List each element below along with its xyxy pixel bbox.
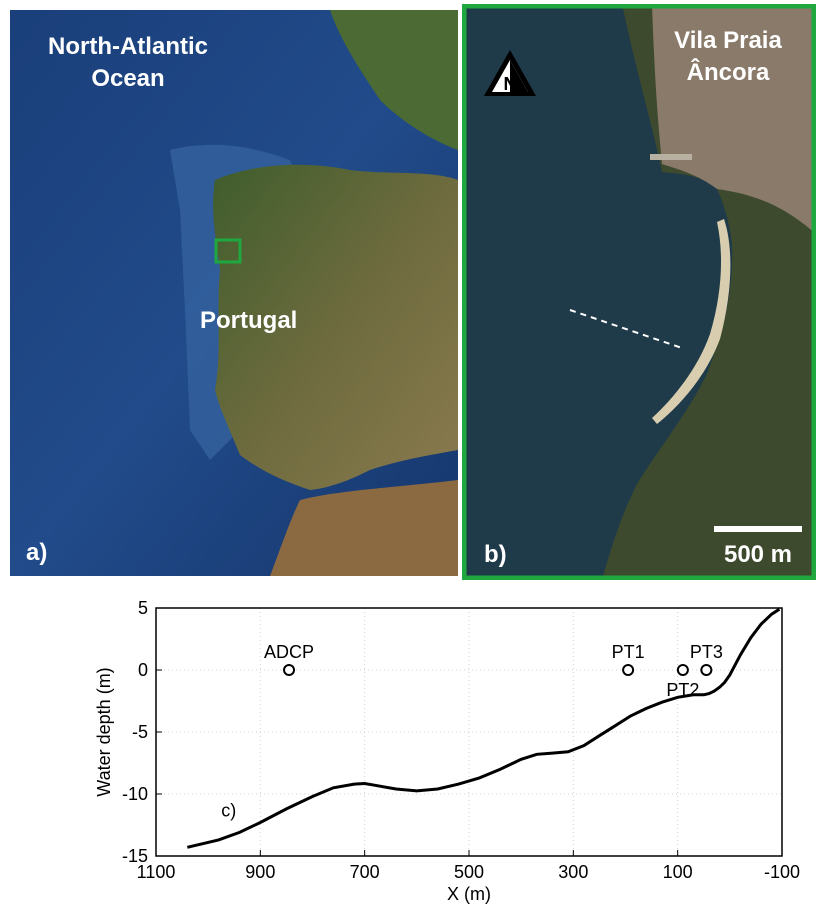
y-axis-title: Water depth (m) bbox=[94, 667, 114, 796]
north-arrow-icon bbox=[484, 50, 536, 96]
land-iberia bbox=[213, 164, 458, 490]
x-tick-label: 900 bbox=[245, 862, 275, 882]
map-panel-a: North-Atlantic Ocean Portugal a) bbox=[10, 10, 458, 576]
beach bbox=[652, 219, 731, 424]
x-tick-label: 1100 bbox=[137, 862, 176, 882]
panel-b-label: b) bbox=[484, 541, 507, 568]
depth-profile-chart: ADCP PT1 PT2 PT3 1100 900 700 500 300 100 -100 5 0 -… bbox=[94, 598, 800, 904]
x-tick-label: -100 bbox=[764, 862, 800, 882]
axis-ticks: 1100 900 700 500 300 100 -100 5 0 -5 -10 -15 bbox=[122, 598, 800, 882]
place-label-line1: Vila Praia bbox=[674, 27, 782, 54]
instrument-marker bbox=[676, 664, 689, 676]
country-label: Portugal bbox=[200, 307, 297, 334]
chart-grid bbox=[155, 607, 783, 857]
land-africa bbox=[270, 480, 458, 576]
scale-bar bbox=[714, 526, 802, 532]
harbour-breakwater bbox=[650, 154, 692, 160]
inset-location-box bbox=[214, 238, 242, 264]
instrument-label: PT2 bbox=[666, 680, 699, 700]
ocean-label-line1: North-Atlantic bbox=[48, 33, 208, 60]
north-letter: N bbox=[504, 74, 517, 94]
instrument-label: ADCP bbox=[264, 642, 314, 662]
instrument-marker bbox=[622, 664, 635, 676]
map-panel-b: N Vila Praia Âncora 500 m b) bbox=[462, 4, 816, 580]
instrument-markers: ADCP PT1 PT2 PT3 bbox=[264, 642, 723, 700]
instrument-marker bbox=[700, 664, 713, 676]
instrument-label: PT1 bbox=[612, 642, 645, 662]
instrument-label: PT3 bbox=[690, 642, 723, 662]
land-france bbox=[330, 10, 458, 150]
panel-b-frame bbox=[462, 4, 816, 580]
scale-label: 500 m bbox=[724, 541, 792, 568]
x-tick-label: 300 bbox=[558, 862, 588, 882]
panel-a-label: a) bbox=[26, 539, 47, 566]
y-tick-label: -10 bbox=[122, 784, 148, 804]
y-tick-label: 0 bbox=[138, 660, 148, 680]
panel-c-label: c) bbox=[221, 800, 236, 820]
place-label-line2: Âncora bbox=[687, 58, 770, 86]
x-tick-label: 100 bbox=[663, 862, 693, 882]
y-tick-label: -15 bbox=[122, 846, 148, 866]
x-tick-label: 700 bbox=[350, 862, 380, 882]
town-area bbox=[652, 4, 816, 234]
x-axis-title: X (m) bbox=[447, 884, 491, 904]
y-tick-label: 5 bbox=[138, 598, 148, 618]
ocean-label-line2: Ocean bbox=[91, 65, 164, 92]
transect-line bbox=[569, 309, 683, 349]
bathymetry-profile-line bbox=[186, 607, 781, 849]
y-tick-label: -5 bbox=[132, 722, 148, 742]
x-tick-label: 500 bbox=[454, 862, 484, 882]
instrument-marker bbox=[283, 664, 296, 676]
